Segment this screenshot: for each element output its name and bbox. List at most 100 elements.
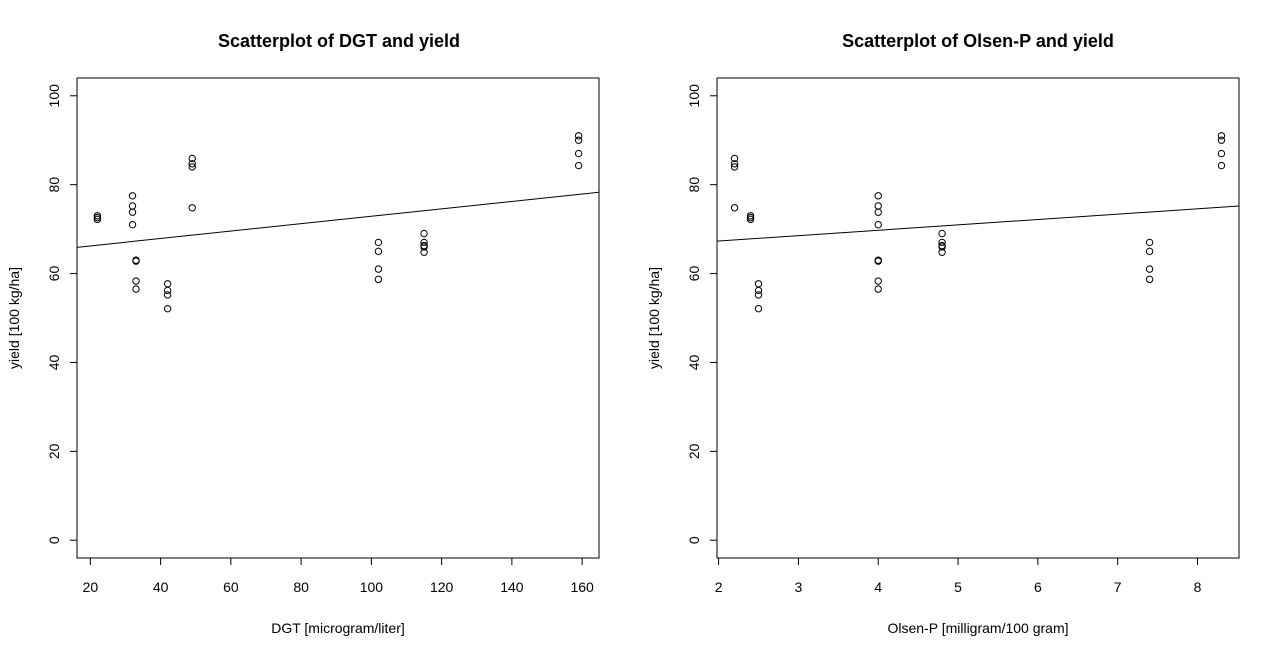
right-data-point [746, 215, 755, 224]
left-x-tick-label: 100 [360, 579, 384, 595]
right-points [730, 132, 1226, 313]
right-data-point [938, 229, 946, 238]
left-y-tick-label: 20 [46, 443, 62, 459]
left-data-point [574, 161, 583, 170]
left-data-point [420, 248, 428, 256]
left-data-point [574, 136, 583, 144]
left-data-point [374, 265, 383, 273]
right-y-tick-label: 100 [686, 84, 702, 108]
right-data-point [874, 277, 882, 285]
left-data-point [574, 149, 583, 158]
left-data-point [128, 208, 137, 216]
left-data-point [128, 192, 137, 200]
right-data-point [730, 160, 739, 168]
right-data-point [1217, 149, 1226, 158]
right-x-tick-label: 6 [1034, 579, 1042, 595]
right-data-point [874, 202, 882, 210]
left-axis-ticks: 20 40 60 80 100 120 140 160 0 20 40 60 80 100 [46, 84, 594, 595]
right-y-tick-label: 60 [686, 266, 702, 282]
left-data-point [93, 212, 102, 220]
left-data-point [374, 275, 383, 284]
left-data-point [188, 160, 196, 168]
left-data-point [574, 132, 583, 140]
left-y-tick-label: 60 [46, 266, 62, 282]
right-data-point [1217, 132, 1226, 140]
right-y-tick-label: 40 [686, 354, 702, 370]
right-x-axis-label: Olsen-P [milligram/100 gram] [887, 620, 1068, 636]
left-x-tick-label: 20 [83, 579, 99, 595]
left-data-point [163, 304, 172, 313]
right-data-point [730, 154, 739, 163]
left-x-tick-label: 160 [570, 579, 594, 595]
left-y-tick-label: 100 [46, 84, 62, 108]
left-data-point [374, 247, 383, 256]
left-data-point [132, 257, 140, 265]
left-data-point [163, 280, 172, 288]
right-data-point [754, 280, 763, 288]
left-y-tick-label: 80 [46, 177, 62, 193]
right-y-tick-label: 80 [686, 177, 702, 193]
right-fit-line [716, 205, 1240, 242]
right-data-point [874, 192, 882, 200]
right-data-point [874, 257, 882, 265]
right-data-point [938, 243, 946, 251]
right-data-point [1145, 238, 1154, 247]
right-data-point [754, 291, 763, 299]
right-chart: Scatterplot of Olsen-P and yield 2 3 4 5 6 7 8… [646, 31, 1240, 636]
right-data-point [1217, 161, 1226, 170]
right-data-point [1145, 275, 1154, 284]
right-data-point [730, 204, 739, 212]
right-data-point [874, 285, 882, 293]
left-data-point [188, 163, 196, 171]
right-x-tick-label: 2 [715, 579, 723, 595]
right-chart-title: Scatterplot of Olsen-P and yield [842, 31, 1114, 51]
right-y-axis-label: yield [100 kg/ha] [646, 267, 662, 369]
right-plot-frame [716, 77, 1240, 559]
right-data-point [874, 208, 882, 216]
left-points [93, 132, 583, 313]
left-data-point [132, 277, 140, 285]
right-x-tick-label: 7 [1114, 579, 1122, 595]
left-y-axis-label: yield [100 kg/ha] [6, 267, 22, 369]
left-data-point [374, 238, 383, 247]
right-x-tick-label: 4 [874, 579, 882, 595]
left-data-point [163, 291, 172, 299]
left-y-tick-label: 40 [46, 354, 62, 370]
right-y-tick-label: 0 [686, 536, 702, 544]
left-regression-line [76, 191, 600, 248]
left-x-axis-label: DGT [microgram/liter] [271, 620, 405, 636]
left-data-point [132, 285, 140, 293]
left-x-tick-label: 120 [430, 579, 454, 595]
right-data-point [1145, 247, 1154, 256]
left-x-tick-label: 60 [223, 579, 239, 595]
right-y-tick-label: 20 [686, 443, 702, 459]
right-x-tick-label: 5 [954, 579, 962, 595]
left-x-tick-label: 140 [500, 579, 524, 595]
left-chart: Scatterplot of DGT and yield 20 40 60 80 100… [6, 31, 600, 636]
left-plot-frame [76, 77, 600, 559]
left-x-tick-label: 40 [153, 579, 169, 595]
right-x-tick-label: 8 [1194, 579, 1202, 595]
right-regression-line [716, 205, 1240, 242]
right-data-point [938, 238, 946, 247]
left-data-point [128, 220, 137, 229]
left-data-point [420, 243, 428, 251]
left-y-tick-label: 0 [46, 536, 62, 544]
left-data-point [128, 202, 137, 210]
right-data-point [754, 286, 763, 295]
left-data-point [188, 204, 196, 212]
left-data-point [420, 229, 428, 238]
right-x-tick-label: 3 [795, 579, 803, 595]
left-x-tick-label: 80 [293, 579, 309, 595]
left-data-point [420, 238, 428, 247]
right-data-point [874, 220, 882, 229]
right-data-point [1145, 265, 1154, 273]
right-data-point [730, 163, 739, 171]
right-data-point [754, 304, 763, 313]
right-data-point [1217, 136, 1226, 144]
left-data-point [188, 154, 196, 163]
right-data-point [938, 248, 946, 256]
left-data-point [163, 286, 172, 295]
